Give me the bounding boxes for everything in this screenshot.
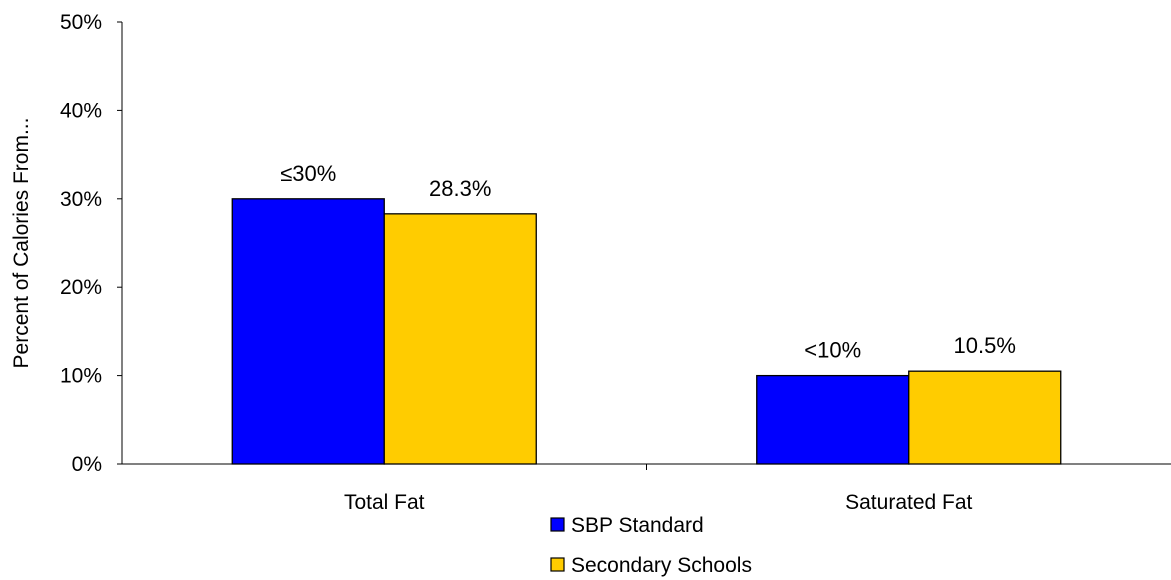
legend-swatch	[550, 557, 565, 572]
y-tick-label: 10%	[60, 365, 102, 388]
data-label: 10.5%	[954, 333, 1016, 358]
y-tick-label: 20%	[60, 276, 102, 299]
bar-secondary-schools	[908, 370, 1062, 465]
legend-label: SBP Standard	[571, 514, 704, 537]
data-label: 28.3%	[429, 176, 491, 201]
y-axis-label: Percent of Calories From...	[10, 118, 33, 369]
y-tick-label: 0%	[72, 453, 102, 476]
y-tick-label: 40%	[60, 99, 102, 122]
data-label: <10%	[804, 338, 861, 363]
data-label: ≤30%	[280, 161, 336, 186]
bar-secondary-schools	[383, 213, 537, 465]
y-tick-label: 50%	[60, 11, 102, 34]
legend-swatch	[550, 517, 565, 532]
bar-sbp-standard	[231, 198, 385, 465]
bar-sbp-standard	[756, 374, 910, 465]
category-label: Saturated Fat	[845, 491, 972, 514]
legend-label: Secondary Schools	[571, 554, 752, 577]
y-tick-label: 30%	[60, 188, 102, 211]
category-label: Total Fat	[344, 491, 425, 514]
